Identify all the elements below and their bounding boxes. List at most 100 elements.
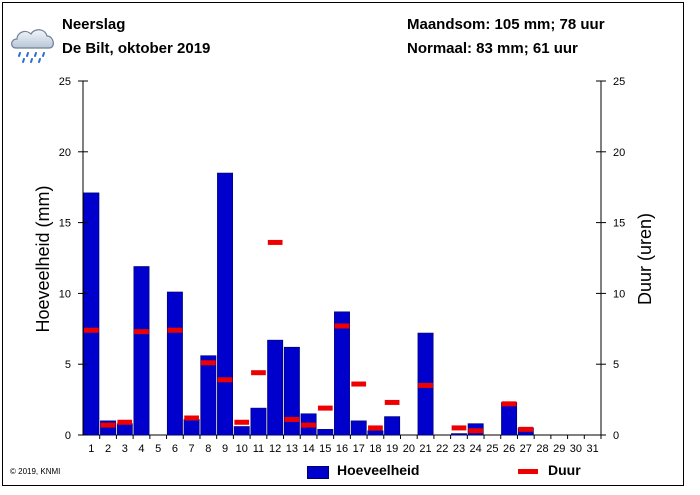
amount-bar bbox=[350, 420, 367, 436]
x-tick-label: 3 bbox=[122, 443, 128, 455]
x-tick-label: 25 bbox=[486, 443, 498, 455]
duration-marker bbox=[217, 377, 233, 383]
y-tick-label: 15 bbox=[59, 218, 71, 230]
x-tick-label: 13 bbox=[286, 443, 298, 455]
x-tick-label: 31 bbox=[587, 443, 599, 455]
x-tick-label: 4 bbox=[138, 443, 144, 455]
x-tick-label: 30 bbox=[570, 443, 582, 455]
amount-bar bbox=[501, 402, 518, 436]
duration-marker bbox=[518, 426, 534, 432]
x-tick-label: 16 bbox=[336, 443, 348, 455]
duration-marker bbox=[301, 422, 316, 428]
duration-marker bbox=[418, 382, 433, 388]
duration-marker bbox=[117, 419, 133, 425]
x-tick-label: 15 bbox=[319, 443, 331, 455]
legend-swatch-duration bbox=[518, 469, 538, 474]
y2-tick-label: 25 bbox=[613, 76, 625, 88]
y2-axis-label: Duur (uren) bbox=[635, 213, 655, 305]
duration-marker bbox=[184, 415, 199, 421]
duration-marker bbox=[334, 323, 350, 329]
x-tick-label: 26 bbox=[503, 443, 515, 455]
legend-label-amount: Hoeveelheid bbox=[337, 462, 420, 478]
x-tick-label: 20 bbox=[403, 443, 415, 455]
duration-marker bbox=[267, 239, 283, 245]
x-tick-label: 19 bbox=[386, 443, 398, 455]
x-tick-label: 29 bbox=[553, 443, 565, 455]
duration-marker bbox=[368, 425, 383, 431]
y-tick-label: 5 bbox=[65, 359, 71, 371]
duration-marker bbox=[167, 327, 183, 333]
amount-bar bbox=[250, 407, 267, 436]
duration-marker bbox=[251, 370, 266, 376]
x-tick-label: 22 bbox=[436, 443, 448, 455]
amount-bar bbox=[83, 192, 100, 436]
chart-title: Neerslag bbox=[62, 16, 126, 33]
chart-frame bbox=[2, 2, 684, 486]
x-tick-label: 27 bbox=[520, 443, 532, 455]
x-tick-label: 21 bbox=[419, 443, 431, 455]
y2-tick-label: 5 bbox=[613, 359, 619, 371]
y-tick-label: 10 bbox=[59, 288, 71, 300]
x-tick-label: 28 bbox=[536, 443, 548, 455]
amount-bar bbox=[267, 339, 284, 436]
amount-bar bbox=[116, 423, 133, 436]
amount-bar bbox=[183, 419, 200, 436]
y-tick-label: 0 bbox=[65, 430, 71, 442]
duration-marker bbox=[100, 422, 116, 428]
amount-bar bbox=[384, 416, 401, 436]
monthly-total: Maandsom: 105 mm; 78 uur bbox=[407, 16, 605, 33]
x-tick-label: 5 bbox=[155, 443, 161, 455]
legend-swatch-amount bbox=[307, 466, 329, 479]
x-tick-label: 2 bbox=[105, 443, 111, 455]
duration-marker bbox=[317, 405, 333, 411]
x-tick-label: 18 bbox=[369, 443, 381, 455]
duration-marker bbox=[284, 416, 300, 422]
amount-bar bbox=[200, 355, 217, 436]
y-axis-label: Hoeveelheid (mm) bbox=[33, 185, 53, 332]
legend-label-duration: Duur bbox=[548, 462, 581, 478]
x-tick-label: 1 bbox=[88, 443, 94, 455]
x-tick-label: 24 bbox=[470, 443, 482, 455]
monthly-normal: Normaal: 83 mm; 61 uur bbox=[407, 40, 578, 57]
y2-tick-label: 20 bbox=[613, 147, 625, 159]
amount-bar bbox=[233, 426, 250, 436]
amount-bars bbox=[83, 172, 534, 436]
amount-bar bbox=[133, 266, 150, 436]
amount-bar bbox=[451, 433, 467, 436]
duration-marker bbox=[468, 428, 484, 434]
x-tick-label: 11 bbox=[253, 443, 264, 455]
amount-bar bbox=[217, 172, 233, 436]
amount-bar bbox=[317, 429, 334, 436]
rain-cloud-icon bbox=[11, 29, 54, 63]
duration-marker bbox=[384, 399, 400, 405]
x-tick-label: 12 bbox=[269, 443, 281, 455]
duration-marker bbox=[501, 401, 517, 407]
y2-tick-label: 15 bbox=[613, 218, 625, 230]
y-tick-label: 20 bbox=[59, 147, 71, 159]
duration-marker bbox=[84, 327, 99, 333]
x-tick-label: 17 bbox=[353, 443, 365, 455]
x-tick-label: 10 bbox=[236, 443, 248, 455]
amount-bar bbox=[166, 291, 183, 436]
y2-tick-label: 10 bbox=[613, 288, 625, 300]
y-tick-label: 25 bbox=[59, 76, 71, 88]
duration-marker bbox=[351, 381, 367, 387]
x-tick-label: 6 bbox=[172, 443, 178, 455]
chart-subtitle: De Bilt, oktober 2019 bbox=[62, 40, 211, 57]
x-tick-label: 9 bbox=[222, 443, 228, 455]
duration-markers bbox=[84, 239, 534, 434]
x-tick-label: 7 bbox=[189, 443, 195, 455]
duration-marker bbox=[200, 360, 216, 366]
x-tick-label: 14 bbox=[302, 443, 314, 455]
duration-marker bbox=[234, 419, 250, 425]
amount-bar bbox=[283, 346, 300, 436]
y2-tick-label: 0 bbox=[613, 430, 619, 442]
duration-marker bbox=[134, 329, 149, 335]
amount-bar bbox=[334, 311, 350, 436]
x-tick-label: 8 bbox=[205, 443, 211, 455]
x-tick-label: 23 bbox=[453, 443, 465, 455]
duration-marker bbox=[451, 425, 467, 431]
copyright-note: © 2019, KNMI bbox=[10, 467, 61, 476]
